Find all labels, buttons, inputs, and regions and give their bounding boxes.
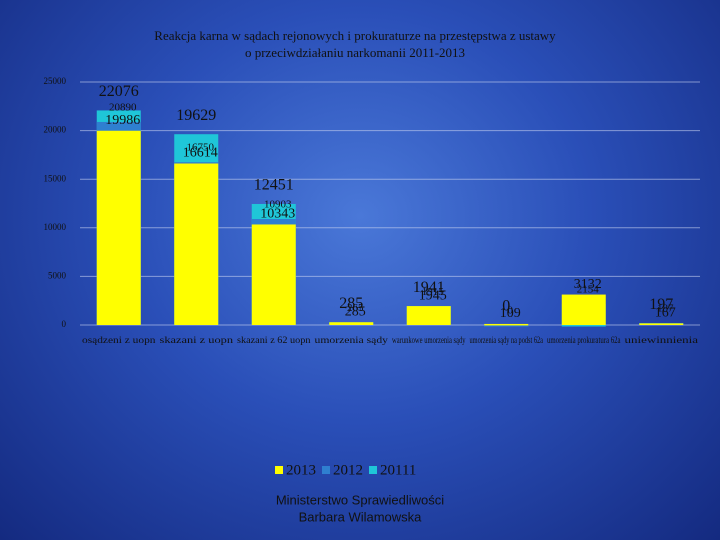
data-label: 187 — [657, 303, 674, 315]
bar — [639, 323, 684, 325]
bar — [484, 323, 529, 326]
data-label: 1941 — [413, 279, 445, 296]
data-label: 1945 — [419, 288, 447, 303]
x-tick-label: warunkowe umorzenia sądy — [392, 336, 466, 346]
y-tick-label: 15000 — [44, 173, 67, 183]
data-label: 22076 — [99, 83, 139, 100]
legend-label: 2013 — [286, 462, 316, 478]
data-label: 20890 — [109, 101, 137, 113]
x-tick-label: osądzeni z uopn — [82, 336, 156, 346]
data-label: 3132 — [574, 277, 602, 292]
chart-subtitle: o przeciwdziałaniu narkomanii 2011-2013 — [245, 45, 465, 60]
data-label: 197 — [649, 296, 673, 313]
x-tick-label: uniewinnienia — [625, 336, 700, 346]
data-label: 12451 — [254, 177, 294, 194]
x-tick-label: skazani z 62 uopn — [237, 336, 311, 346]
bar — [329, 322, 374, 325]
y-tick-label: 10000 — [44, 222, 67, 232]
bar — [96, 130, 141, 325]
data-label: 167 — [655, 306, 676, 321]
y-tick-label: 20000 — [44, 125, 67, 135]
data-label: 19629 — [176, 107, 216, 124]
data-label: 16750 — [187, 142, 215, 154]
x-tick-label: umorzenia prokuratura 62a — [547, 336, 621, 346]
data-label: 285 — [339, 295, 363, 312]
data-label: 10903 — [264, 199, 292, 211]
legend-label: 2012 — [333, 462, 363, 478]
bar — [561, 294, 606, 325]
data-label: 0 — [508, 305, 514, 317]
legend-label: 20111 — [380, 462, 416, 478]
data-label: 19986 — [105, 113, 140, 128]
chart-title: Reakcja karna w sądach rejonowych i prok… — [154, 28, 556, 43]
x-tick-label: umorzenia sądy na podst 62a — [470, 336, 544, 346]
legend-swatch — [322, 466, 330, 474]
footer-line: Ministerstwo Sprawiedliwości — [276, 492, 444, 507]
data-label: 1915 — [422, 286, 445, 298]
data-label: 0 — [502, 298, 510, 315]
legend-swatch — [369, 466, 377, 474]
data-label: 16614 — [183, 146, 218, 161]
data-label: 265 — [347, 302, 364, 314]
legend-swatch — [275, 466, 283, 474]
bar — [174, 163, 219, 325]
data-label: 2154 — [577, 284, 600, 296]
data-label: 109 — [500, 306, 521, 321]
bar — [406, 306, 451, 325]
bar — [484, 325, 529, 327]
y-tick-label: 0 — [62, 319, 67, 329]
footer-line: Barbara Wilamowska — [299, 509, 423, 524]
x-tick-label: skazani z uopn — [160, 336, 234, 346]
bar — [251, 224, 296, 325]
bar — [561, 325, 606, 327]
data-label: 10343 — [260, 207, 295, 222]
data-label: 285 — [345, 304, 366, 319]
y-tick-label: 5000 — [48, 270, 67, 280]
x-tick-label: umorzenia sądy — [315, 336, 389, 346]
y-tick-label: 25000 — [44, 76, 67, 86]
